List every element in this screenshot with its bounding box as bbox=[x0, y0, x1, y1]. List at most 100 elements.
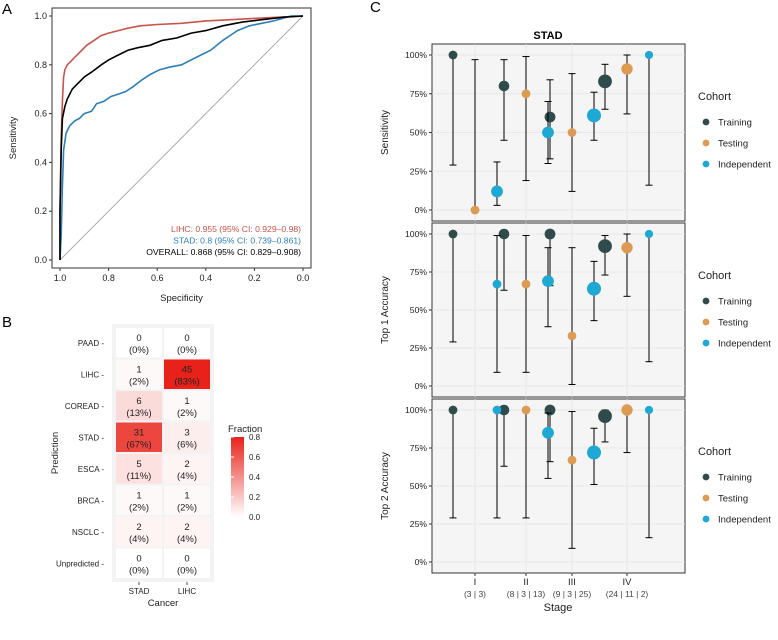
heatmap-col-label: LIHC bbox=[178, 587, 196, 596]
facet-x-tick-label: I bbox=[474, 577, 477, 588]
fraction-legend-tick-label: 0.8 bbox=[249, 433, 261, 442]
point-training bbox=[598, 409, 612, 423]
point-independent bbox=[542, 426, 554, 439]
point-testing bbox=[470, 205, 480, 215]
cohort-legend-label: Independent bbox=[718, 160, 771, 171]
roc-curve-stad bbox=[59, 15, 303, 261]
heatmap-cell bbox=[164, 328, 210, 358]
roc-y-tick-label: 1.0 bbox=[34, 11, 47, 21]
facet-y-axis-title: Top 1 Accuracy bbox=[380, 276, 391, 344]
point-testing bbox=[521, 279, 531, 289]
facet-y-tick-label: 50% bbox=[410, 305, 428, 315]
fraction-colorbar bbox=[231, 437, 244, 517]
roc-y-tick-label: 0.2 bbox=[34, 206, 47, 216]
heatmap-cell-percent: (0%) bbox=[177, 345, 197, 356]
facet-y-tick-label: 50% bbox=[410, 481, 428, 491]
cohort-legend-label: Training bbox=[718, 297, 752, 308]
heatmap-cell bbox=[116, 548, 162, 578]
cohort-legend-title: Cohort bbox=[698, 91, 731, 103]
point-training bbox=[544, 404, 556, 416]
facet-y-tick-label: 25% bbox=[410, 166, 428, 176]
point-testing bbox=[567, 128, 577, 137]
heatmap-cell-percent: (11%) bbox=[127, 471, 152, 482]
heatmap-cell-percent: (13%) bbox=[126, 408, 151, 419]
point-training bbox=[544, 111, 556, 123]
heatmap-cell bbox=[116, 391, 162, 421]
heatmap-cell bbox=[164, 454, 210, 484]
roc-y-tick-label: 0.8 bbox=[34, 60, 47, 70]
heatmap-cell-count: 45 bbox=[182, 364, 193, 375]
heatmap-cell-percent: (83%) bbox=[174, 376, 199, 387]
cohort-legend-key-training bbox=[702, 473, 710, 481]
heatmap-x-axis-title: Cancer bbox=[148, 598, 179, 609]
heatmap-cell bbox=[116, 517, 162, 547]
heatmap-y-axis-title: Prediction bbox=[50, 432, 61, 474]
point-independent bbox=[492, 405, 502, 415]
point-training bbox=[448, 229, 458, 239]
point-testing bbox=[521, 405, 531, 415]
point-testing bbox=[621, 63, 633, 75]
roc-x-tick-label: 0.8 bbox=[102, 273, 115, 283]
heatmap-row-label: COREAD - bbox=[65, 402, 104, 411]
facet-x-tick-sublabel: (8 | 3 | 13) bbox=[507, 589, 546, 599]
heatmap-col-label: STAD bbox=[129, 587, 150, 596]
heatmap-cell-count: 0 bbox=[136, 333, 141, 344]
heatmap-cell-count: 1 bbox=[184, 396, 189, 407]
facet-x-tick-label: II bbox=[523, 577, 528, 588]
panel-label-a: A bbox=[2, 1, 12, 18]
facet-y-tick-label: 75% bbox=[410, 443, 428, 453]
roc-legend-overall: OVERALL: 0.868 (95% CI: 0.829–0.908) bbox=[146, 247, 301, 257]
cohort-legend-key-testing bbox=[702, 494, 710, 502]
heatmap-cell-count: 3 bbox=[184, 427, 189, 438]
heatmap-row-label: BRCA - bbox=[77, 496, 104, 505]
point-training bbox=[498, 228, 510, 240]
heatmap-cell-percent: (4%) bbox=[129, 534, 149, 545]
heatmap-cell bbox=[164, 485, 210, 515]
fraction-legend-title: Fraction bbox=[228, 424, 262, 435]
heatmap-cell-count: 1 bbox=[184, 490, 189, 501]
facet-y-tick-label: 25% bbox=[410, 343, 428, 353]
heatmap-cell-percent: (4%) bbox=[177, 471, 197, 482]
cohort-legend-key-independent bbox=[702, 339, 710, 347]
roc-legend-stad: STAD: 0.8 (95% CI: 0.739–0.861) bbox=[173, 236, 301, 246]
point-independent bbox=[587, 281, 601, 296]
roc-curve-overall bbox=[59, 15, 304, 260]
heatmap-cell bbox=[164, 548, 210, 578]
fraction-legend-tick-label: 0.2 bbox=[249, 493, 261, 502]
heatmap-cell-percent: (4%) bbox=[177, 534, 197, 545]
point-independent bbox=[542, 126, 554, 139]
point-independent bbox=[542, 275, 554, 288]
facet-y-axis-title: Top 2 Accuracy bbox=[380, 452, 391, 520]
heatmap-cell-count: 0 bbox=[184, 553, 189, 564]
heatmap-cell-count: 2 bbox=[136, 522, 141, 533]
cohort-legend-key-independent bbox=[702, 515, 710, 523]
heatmap-cell-count: 2 bbox=[184, 459, 189, 470]
cohort-legend-key-testing bbox=[702, 318, 710, 326]
roc-x-axis-title: Specificity bbox=[160, 293, 203, 304]
cohort-legend-title: Cohort bbox=[698, 446, 731, 458]
fraction-legend-tick-label: 0.4 bbox=[249, 473, 261, 482]
point-training bbox=[598, 239, 612, 254]
heatmap-cell-count: 2 bbox=[184, 522, 189, 533]
heatmap-cell-percent: (0%) bbox=[129, 565, 149, 576]
point-independent bbox=[587, 445, 601, 460]
heatmap-row-label: STAD - bbox=[78, 433, 104, 442]
facet-x-axis-title: Stage bbox=[544, 602, 573, 614]
heatmap-cell bbox=[164, 422, 210, 452]
heatmap-row-label: PAAD - bbox=[78, 339, 104, 348]
point-training bbox=[598, 74, 612, 89]
heatmap-cell-count: 0 bbox=[184, 333, 189, 344]
panel-label-c: C bbox=[370, 0, 381, 16]
facet-chart-title: STAD bbox=[533, 30, 562, 42]
facet-y-tick-label: 0% bbox=[415, 205, 428, 215]
point-independent bbox=[587, 108, 601, 123]
point-testing bbox=[521, 89, 531, 99]
cohort-legend-label: Testing bbox=[718, 318, 748, 329]
heatmap-cell-count: 31 bbox=[134, 427, 145, 438]
heatmap-cell-count: 5 bbox=[136, 459, 141, 470]
heatmap-cell-percent: (2%) bbox=[177, 408, 197, 419]
roc-y-tick-label: 0.6 bbox=[34, 109, 47, 119]
facet-y-tick-label: 75% bbox=[410, 267, 428, 277]
